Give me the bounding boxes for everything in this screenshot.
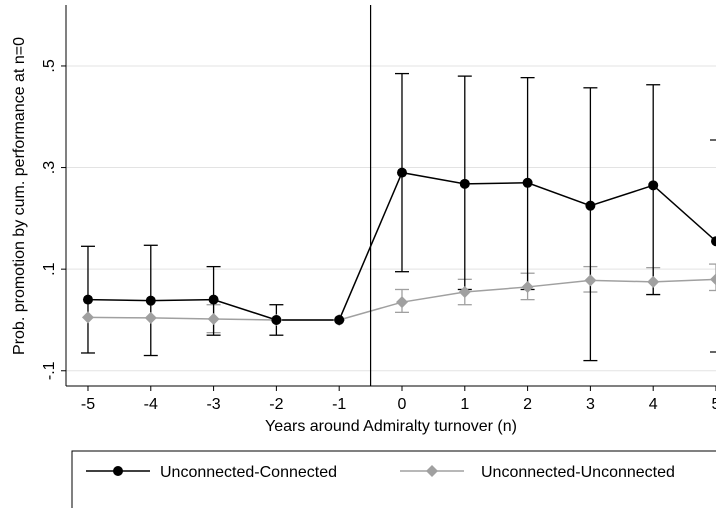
- legend-swatch-marker-2: [426, 465, 438, 477]
- data-point: [584, 274, 597, 287]
- data-point: [521, 280, 534, 293]
- y-tick-label: -.1: [41, 361, 58, 380]
- legend-label-1: Unconnected-Connected: [160, 464, 337, 481]
- data-point: [208, 294, 219, 305]
- x-ticks: -5 -4 -3 -2 -1 0 1 2 3 4 5: [81, 386, 716, 413]
- y-tick-label: .5: [41, 59, 58, 72]
- data-point: [207, 312, 220, 325]
- data-point: [710, 273, 716, 286]
- x-tick-label: -3: [206, 396, 220, 413]
- x-tick-label: 2: [523, 396, 532, 413]
- x-tick-label: -2: [269, 396, 283, 413]
- data-point: [144, 311, 157, 324]
- legend: Unconnected-Connected Unconnected-Unconn…: [71, 450, 716, 508]
- y-axis-title: Prob. promotion by cum. performance at n…: [11, 37, 28, 355]
- series-markers: [81, 167, 716, 326]
- gridlines: [66, 65, 716, 372]
- axes: [65, 5, 716, 387]
- data-point: [334, 314, 345, 325]
- data-point: [459, 178, 470, 189]
- data-point: [81, 311, 94, 324]
- data-point: [145, 295, 156, 306]
- data-point: [522, 177, 533, 188]
- data-point: [82, 294, 93, 305]
- y-ticks: -.1 .1 .3 .5: [41, 59, 66, 380]
- x-axis-title: Years around Admiralty turnover (n): [265, 418, 517, 435]
- legend-box: [71, 450, 716, 508]
- y-tick-label: .1: [41, 262, 58, 275]
- right-edge-ticks: [710, 139, 716, 353]
- x-tick-label: 4: [649, 396, 658, 413]
- x-tick-label: -5: [81, 396, 95, 413]
- data-point: [271, 314, 282, 325]
- y-tick-label: .3: [41, 161, 58, 174]
- data-point: [648, 180, 659, 191]
- x-tick-label: -4: [144, 396, 158, 413]
- data-point: [647, 275, 660, 288]
- data-point: [396, 167, 407, 178]
- data-point: [585, 200, 596, 211]
- x-tick-label: 3: [586, 396, 595, 413]
- x-tick-label: -1: [332, 396, 346, 413]
- legend-label-2: Unconnected-Unconnected: [481, 464, 675, 481]
- data-point: [395, 296, 408, 309]
- legend-swatch-marker-1: [113, 466, 123, 476]
- data-point: [711, 236, 716, 247]
- x-tick-label: 5: [712, 396, 716, 413]
- x-tick-label: 1: [460, 396, 469, 413]
- x-tick-label: 0: [398, 396, 407, 413]
- data-point: [458, 286, 471, 299]
